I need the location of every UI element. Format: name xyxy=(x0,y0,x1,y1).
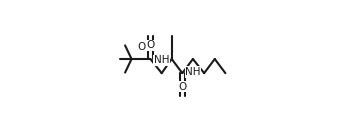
Text: NH: NH xyxy=(185,67,201,77)
Text: O: O xyxy=(137,42,145,52)
Text: O: O xyxy=(146,40,155,50)
Text: O: O xyxy=(178,82,187,92)
Text: NH: NH xyxy=(154,55,170,65)
